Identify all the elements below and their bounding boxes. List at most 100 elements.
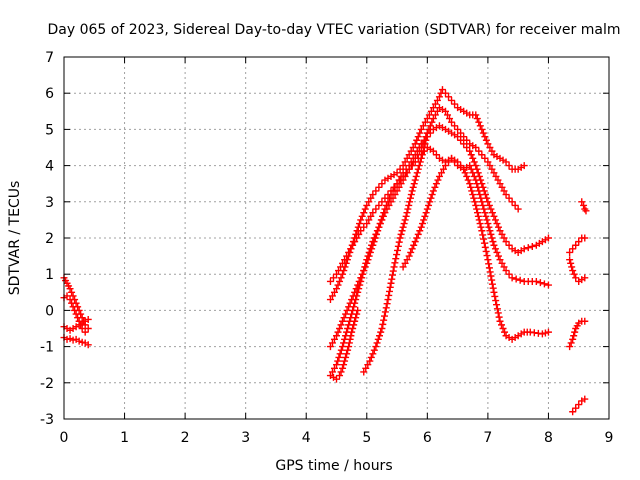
data-point — [572, 404, 580, 412]
data-point — [488, 209, 496, 217]
data-point — [411, 140, 419, 148]
data-point — [334, 281, 342, 289]
data-point — [341, 357, 349, 365]
data-point — [490, 212, 498, 220]
data-point — [460, 133, 468, 141]
data-point — [354, 306, 362, 314]
data-point — [385, 201, 393, 209]
data-point — [414, 230, 422, 238]
data-point — [491, 216, 499, 224]
data-point — [403, 169, 411, 177]
data-point — [488, 165, 496, 173]
data-point — [408, 187, 416, 195]
data-point — [381, 312, 389, 320]
data-point — [581, 234, 589, 242]
data-point — [339, 343, 347, 351]
data-point — [484, 220, 492, 228]
series-track-p — [578, 198, 590, 215]
data-point — [358, 212, 366, 220]
data-point — [351, 299, 359, 307]
data-point — [365, 198, 373, 206]
data-point — [454, 125, 462, 133]
chart-title: Day 065 of 2023, Sidereal Day-to-day VTE… — [48, 22, 621, 38]
data-point — [569, 245, 577, 253]
data-point — [472, 201, 480, 209]
data-point — [445, 158, 453, 166]
y-tick-label: 7 — [45, 50, 54, 66]
data-point — [353, 292, 361, 300]
data-point — [343, 350, 351, 358]
data-point — [466, 147, 474, 155]
data-point — [423, 205, 431, 213]
data-point — [405, 201, 413, 209]
data-point — [493, 220, 501, 228]
data-point — [379, 320, 387, 328]
series-track-h — [326, 144, 552, 380]
data-point — [514, 205, 522, 213]
data-point — [389, 194, 397, 202]
data-point — [360, 368, 368, 376]
data-point — [544, 234, 552, 242]
data-point — [505, 241, 513, 249]
data-point — [372, 187, 380, 195]
data-point — [544, 328, 552, 336]
data-point — [68, 288, 76, 296]
data-point — [490, 241, 498, 249]
data-point — [342, 353, 350, 361]
data-point — [467, 151, 475, 159]
data-point — [409, 144, 417, 151]
data-point — [486, 162, 494, 170]
data-point — [358, 274, 366, 282]
data-point — [480, 235, 488, 243]
data-point — [540, 280, 548, 288]
data-point — [442, 162, 449, 170]
data-point — [403, 154, 411, 162]
data-point — [423, 129, 431, 137]
data-point — [467, 183, 475, 191]
data-point — [418, 151, 426, 159]
data-point — [572, 274, 580, 282]
data-point — [485, 201, 493, 209]
data-point — [413, 136, 421, 144]
data-point — [63, 292, 71, 300]
data-point — [393, 187, 401, 195]
data-point — [487, 230, 495, 238]
data-point — [505, 194, 513, 202]
data-point — [417, 125, 425, 133]
data-point — [414, 133, 422, 141]
data-point — [502, 158, 510, 166]
data-point — [337, 321, 345, 329]
data-point — [401, 259, 409, 267]
y-tick-label: -1 — [40, 340, 54, 356]
data-point — [429, 104, 437, 112]
data-point — [448, 96, 456, 104]
data-point — [372, 205, 380, 213]
data-point — [569, 335, 577, 343]
data-point — [418, 220, 426, 228]
data-point — [344, 346, 352, 354]
series-track-n — [566, 317, 589, 351]
data-point — [330, 288, 338, 296]
data-point — [426, 198, 434, 206]
data-point — [400, 220, 408, 228]
data-point — [481, 209, 489, 217]
data-point — [482, 136, 490, 144]
data-point — [486, 268, 494, 276]
data-point — [385, 291, 393, 299]
data-point — [501, 328, 509, 336]
data-point — [401, 172, 409, 180]
data-point — [479, 201, 487, 209]
series-track-i — [360, 129, 431, 376]
x-tick-label: 6 — [423, 430, 432, 446]
data-point — [405, 252, 413, 260]
data-point — [337, 346, 345, 354]
data-point — [326, 343, 334, 351]
data-point — [74, 314, 82, 322]
data-point — [365, 248, 373, 256]
y-tick-label: -3 — [40, 412, 54, 428]
data-point — [402, 212, 410, 220]
data-point — [391, 191, 399, 199]
data-point — [496, 227, 504, 235]
data-point — [476, 220, 484, 228]
